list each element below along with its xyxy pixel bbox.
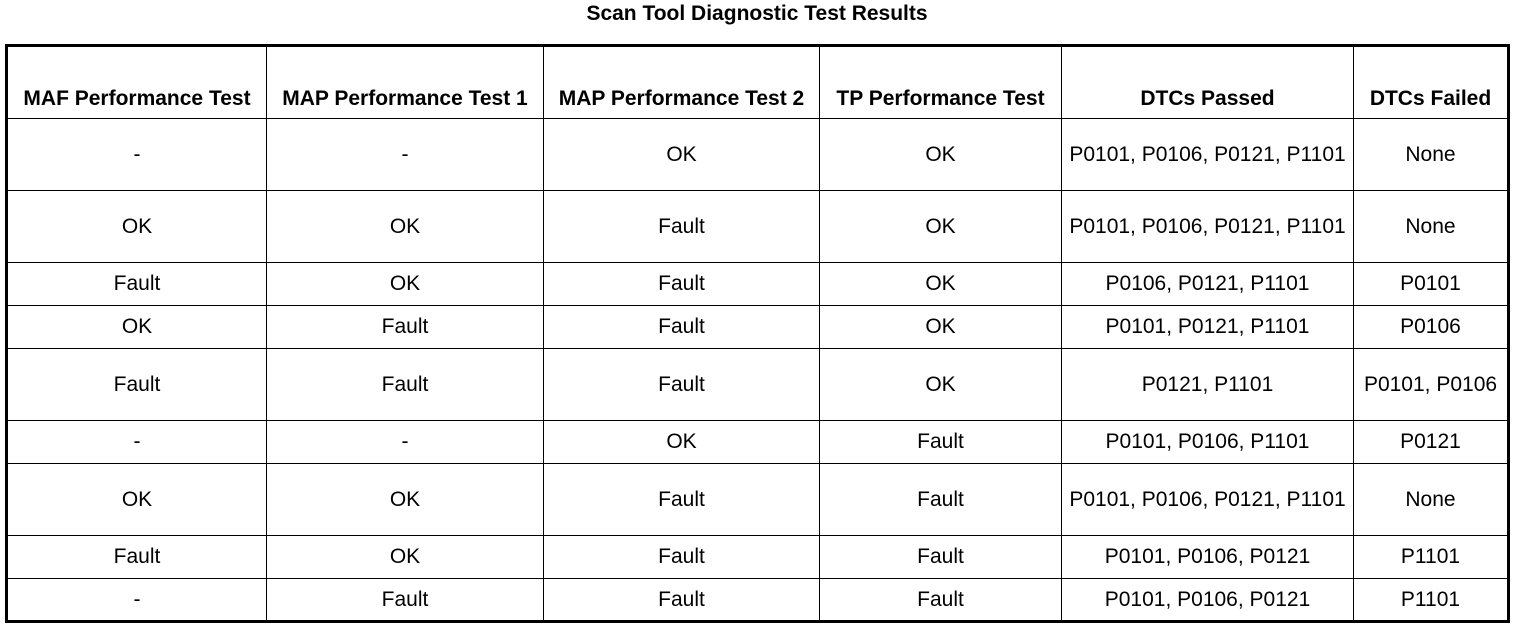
table-cell: Fault bbox=[266, 578, 544, 622]
table-cell: Fault bbox=[819, 578, 1062, 622]
column-header: MAF Performance Test bbox=[6, 45, 267, 119]
table-cell: OK bbox=[266, 190, 544, 263]
table-cell: Fault bbox=[6, 535, 267, 579]
table-cell: OK bbox=[543, 420, 820, 464]
results-table: MAF Performance Test MAP Performance Tes… bbox=[5, 44, 1510, 623]
column-header: MAP Performance Test 2 bbox=[543, 45, 820, 119]
table-cell: P0101, P0106, P1101 bbox=[1061, 420, 1354, 464]
table-cell: P0101, P0106, P0121, P1101 bbox=[1061, 118, 1354, 191]
table-cell: - bbox=[6, 578, 267, 622]
header-row: MAF Performance Test MAP Performance Tes… bbox=[6, 45, 1509, 119]
table-row: OK OK Fault Fault P0101, P0106, P0121, P1101… bbox=[6, 463, 1509, 536]
table-cell: Fault bbox=[543, 305, 820, 349]
column-header: TP Performance Test bbox=[819, 45, 1062, 119]
table-cell: Fault bbox=[266, 305, 544, 349]
column-header: DTCs Failed bbox=[1353, 45, 1509, 119]
table-cell: P0121 bbox=[1353, 420, 1509, 464]
table-cell: P0106 bbox=[1353, 305, 1509, 349]
table-row: - Fault Fault Fault P0101, P0106, P0121 P1101 bbox=[6, 578, 1509, 622]
table-cell: OK bbox=[819, 305, 1062, 349]
table-cell: None bbox=[1353, 190, 1509, 263]
table-cell: OK bbox=[819, 190, 1062, 263]
column-header: DTCs Passed bbox=[1061, 45, 1354, 119]
table-row: - - OK OK P0101, P0106, P0121, P1101 None bbox=[6, 118, 1509, 191]
table-cell: OK bbox=[6, 463, 267, 536]
table-cell: - bbox=[266, 420, 544, 464]
table-cell: OK bbox=[6, 190, 267, 263]
table-row: OK Fault Fault OK P0101, P0121, P1101 P0106 bbox=[6, 305, 1509, 349]
table-row: Fault OK Fault OK P0106, P0121, P1101 P0101 bbox=[6, 262, 1509, 306]
table-cell: P0101, P0121, P1101 bbox=[1061, 305, 1354, 349]
table-cell: P0101, P0106, P0121 bbox=[1061, 535, 1354, 579]
table-cell: Fault bbox=[543, 190, 820, 263]
table-cell: Fault bbox=[819, 420, 1062, 464]
table-cell: P0101, P0106 bbox=[1353, 348, 1509, 421]
table-cell: - bbox=[6, 118, 267, 191]
table-cell: OK bbox=[266, 535, 544, 579]
table-cell: Fault bbox=[543, 578, 820, 622]
table-cell: P1101 bbox=[1353, 578, 1509, 622]
table-cell: P0101 bbox=[1353, 262, 1509, 306]
table-row: OK OK Fault OK P0101, P0106, P0121, P1101 Non… bbox=[6, 190, 1509, 263]
table-cell: Fault bbox=[543, 535, 820, 579]
table-cell: Fault bbox=[819, 535, 1062, 579]
table-cell: Fault bbox=[266, 348, 544, 421]
table-cell: None bbox=[1353, 118, 1509, 191]
table-cell: P0121, P1101 bbox=[1061, 348, 1354, 421]
table-cell: - bbox=[6, 420, 267, 464]
table-cell: OK bbox=[819, 262, 1062, 306]
table-cell: P1101 bbox=[1353, 535, 1509, 579]
table-cell: P0101, P0106, P0121 bbox=[1061, 578, 1354, 622]
table-cell: - bbox=[266, 118, 544, 191]
table-cell: Fault bbox=[543, 348, 820, 421]
table-cell: None bbox=[1353, 463, 1509, 536]
table-cell: Fault bbox=[819, 463, 1062, 536]
table-cell: OK bbox=[819, 118, 1062, 191]
table-row: Fault Fault Fault OK P0121, P1101 P0101, P010… bbox=[6, 348, 1509, 421]
table-cell: Fault bbox=[543, 262, 820, 306]
table-cell: P0101, P0106, P0121, P1101 bbox=[1061, 190, 1354, 263]
table-cell: OK bbox=[266, 463, 544, 536]
table-row: - - OK Fault P0101, P0106, P1101 P0121 bbox=[6, 420, 1509, 464]
table-cell: Fault bbox=[543, 463, 820, 536]
table-cell: OK bbox=[6, 305, 267, 349]
column-header: MAP Performance Test 1 bbox=[266, 45, 544, 119]
table-cell: Fault bbox=[6, 348, 267, 421]
table-cell: OK bbox=[543, 118, 820, 191]
table-cell: Fault bbox=[6, 262, 267, 306]
table-row: Fault OK Fault Fault P0101, P0106, P0121 P110… bbox=[6, 535, 1509, 579]
table-cell: OK bbox=[266, 262, 544, 306]
table-cell: P0101, P0106, P0121, P1101 bbox=[1061, 463, 1354, 536]
page-title: Scan Tool Diagnostic Test Results bbox=[586, 2, 928, 25]
table-cell: OK bbox=[819, 348, 1062, 421]
table-cell: P0106, P0121, P1101 bbox=[1061, 262, 1354, 306]
